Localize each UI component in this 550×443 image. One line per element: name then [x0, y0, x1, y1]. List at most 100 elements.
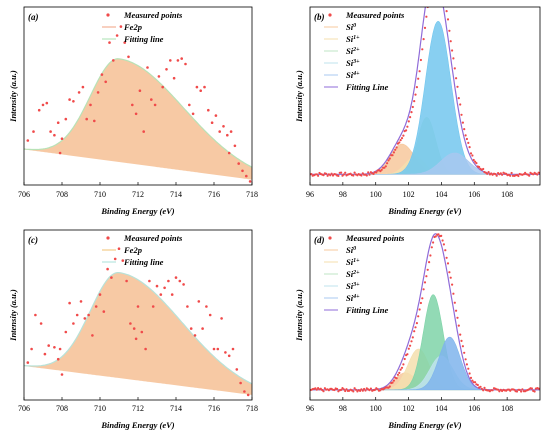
measured-point [365, 174, 368, 177]
measured-point [229, 130, 233, 133]
measured-point [89, 103, 92, 107]
measured-point [407, 347, 410, 350]
measured-point [146, 66, 149, 69]
measured-point [368, 389, 371, 392]
measured-point [58, 151, 62, 155]
measured-point [452, 57, 455, 60]
legend-marker-points [106, 236, 110, 240]
measured-point [406, 353, 409, 356]
measured-point [429, 254, 432, 257]
measured-point [456, 85, 459, 88]
measured-point [367, 171, 370, 174]
measured-point [344, 389, 347, 393]
fitting-line [24, 58, 252, 168]
legend: Measured points Fe2p Fitting line [102, 10, 183, 44]
measured-point [419, 58, 422, 62]
measured-point [465, 137, 468, 141]
measured-point [153, 103, 157, 107]
measured-point [415, 322, 418, 325]
measured-point [248, 180, 252, 183]
measured-point [233, 144, 237, 148]
measured-point [142, 130, 145, 133]
legend-label: Si0 [346, 22, 356, 32]
measured-point [474, 160, 477, 163]
measured-point [428, 0, 430, 1]
legend-marker-points [328, 13, 332, 17]
measured-point [235, 368, 239, 371]
legend-label: Fe2p [123, 245, 142, 255]
panel-label: (c) [28, 235, 38, 245]
measured-point [510, 171, 513, 175]
measured-point [102, 310, 106, 313]
measured-point [132, 327, 136, 330]
measured-point [521, 388, 524, 391]
legend-label: Si3+ [346, 281, 360, 291]
measured-point [184, 62, 187, 66]
x-axis-title: Binding Energy (eV) [100, 206, 174, 216]
measured-point [426, 268, 429, 271]
measured-point [455, 77, 458, 80]
legend-label: Si1+ [346, 257, 360, 267]
measured-point [468, 146, 471, 149]
measured-point [440, 234, 443, 237]
measured-point [398, 371, 401, 374]
measured-point [329, 174, 332, 177]
measured-point [463, 128, 466, 131]
measured-point [317, 174, 320, 177]
measured-point [364, 389, 367, 392]
measured-point [161, 85, 164, 89]
legend-label: Fitting Line [345, 305, 388, 315]
legend-label: Si3+ [346, 58, 360, 68]
measured-point [494, 173, 497, 176]
measured-point [345, 388, 348, 391]
measured-point [394, 148, 397, 151]
measured-point [79, 300, 83, 303]
x-tick-label: 712 [132, 190, 144, 199]
measured-point [384, 165, 387, 168]
measured-point [461, 345, 464, 348]
y-axis-title: Intensity (a.u.) [8, 289, 18, 342]
measured-point [68, 98, 71, 101]
measured-point [319, 387, 322, 390]
measured-point [398, 141, 401, 144]
measured-point [396, 373, 399, 376]
component-si3plus [310, 21, 540, 175]
measured-point [428, 261, 431, 264]
x-tick-label: 106 [468, 190, 480, 199]
legend-label: Si4+ [346, 293, 360, 303]
measured-point [400, 366, 404, 369]
measured-point [449, 276, 452, 279]
legend: Measured points Fe2p Fitting line [102, 233, 183, 267]
measured-point [186, 305, 189, 308]
measured-point [430, 246, 433, 249]
measured-point [37, 108, 41, 112]
legend-marker-points [328, 236, 332, 240]
measured-point [452, 292, 455, 295]
measured-point [528, 174, 531, 177]
measured-point [423, 26, 427, 29]
measured-point [134, 337, 138, 341]
x-tick-label: 104 [435, 190, 447, 199]
panel-label: (d) [314, 235, 325, 245]
measured-point [227, 151, 231, 155]
plot-area [310, 233, 540, 393]
measured-point [72, 322, 75, 325]
measured-point [182, 283, 185, 286]
measured-point [498, 390, 501, 393]
measured-point [536, 173, 539, 176]
measured-point [123, 41, 126, 44]
measured-point [64, 117, 68, 121]
measured-point [486, 172, 489, 175]
measured-point [459, 333, 462, 336]
measured-point [360, 388, 363, 391]
measured-point [41, 103, 45, 107]
measured-point [388, 157, 391, 160]
measured-point [409, 116, 412, 119]
measured-point [376, 388, 379, 391]
panel-label: (b) [314, 12, 325, 22]
measured-point [56, 357, 60, 361]
fe2p-component [24, 272, 252, 395]
measured-point [472, 158, 475, 162]
measured-point [449, 40, 452, 43]
measured-point [218, 130, 221, 133]
